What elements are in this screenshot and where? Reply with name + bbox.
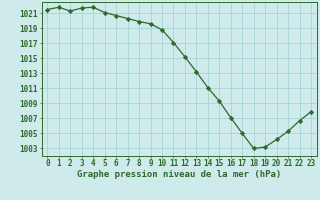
X-axis label: Graphe pression niveau de la mer (hPa): Graphe pression niveau de la mer (hPa) — [77, 170, 281, 179]
